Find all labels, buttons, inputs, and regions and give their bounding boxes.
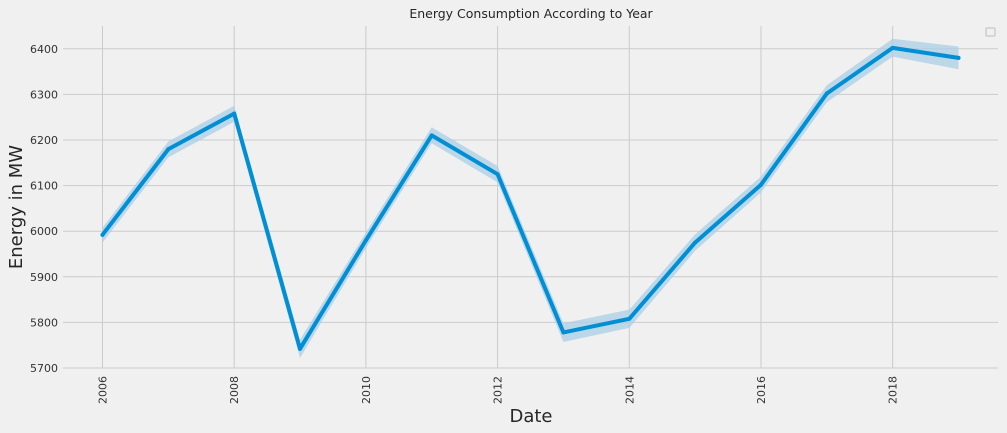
data-point bbox=[166, 147, 171, 152]
x-tick-label: 2006 bbox=[97, 376, 110, 404]
x-tick-label: 2008 bbox=[228, 376, 241, 404]
x-tick-label: 2018 bbox=[887, 376, 900, 404]
data-point bbox=[824, 91, 829, 96]
data-point bbox=[298, 346, 303, 351]
y-tick-label: 5900 bbox=[30, 271, 58, 284]
data-point bbox=[627, 316, 632, 321]
data-point bbox=[429, 133, 434, 138]
series-line-layer bbox=[100, 45, 961, 351]
y-tick-label: 6300 bbox=[30, 88, 58, 101]
x-axis-ticks: 2006 2008 2010 2012 2014 2016 2018 bbox=[97, 376, 900, 404]
x-tick-label: 2010 bbox=[360, 376, 373, 404]
y-axis-label: Energy in MW bbox=[6, 145, 27, 269]
y-tick-label: 6400 bbox=[30, 43, 58, 56]
x-axis-label: Date bbox=[509, 406, 552, 427]
y-tick-label: 6200 bbox=[30, 134, 58, 147]
x-tick-label: 2016 bbox=[755, 376, 768, 404]
y-axis-ticks: 5700 5800 5900 6000 6100 6200 6300 6400 bbox=[30, 43, 58, 375]
data-point bbox=[758, 182, 763, 187]
data-point bbox=[495, 172, 500, 177]
grid bbox=[63, 26, 998, 369]
chart-title: Energy Consumption According to Year bbox=[409, 6, 653, 21]
data-point bbox=[363, 238, 368, 243]
y-tick-label: 6000 bbox=[30, 225, 58, 238]
y-tick-label: 5800 bbox=[30, 316, 58, 329]
data-point bbox=[561, 330, 566, 335]
x-tick-label: 2014 bbox=[623, 376, 636, 404]
data-point bbox=[890, 45, 895, 50]
data-point bbox=[956, 55, 961, 60]
data-point bbox=[232, 111, 237, 116]
y-tick-label: 6100 bbox=[30, 180, 58, 193]
data-point bbox=[693, 240, 698, 245]
legend-box bbox=[985, 27, 996, 37]
data-point bbox=[100, 232, 105, 237]
y-tick-label: 5700 bbox=[30, 362, 58, 375]
series-line bbox=[100, 45, 961, 351]
x-tick-label: 2012 bbox=[492, 376, 505, 404]
